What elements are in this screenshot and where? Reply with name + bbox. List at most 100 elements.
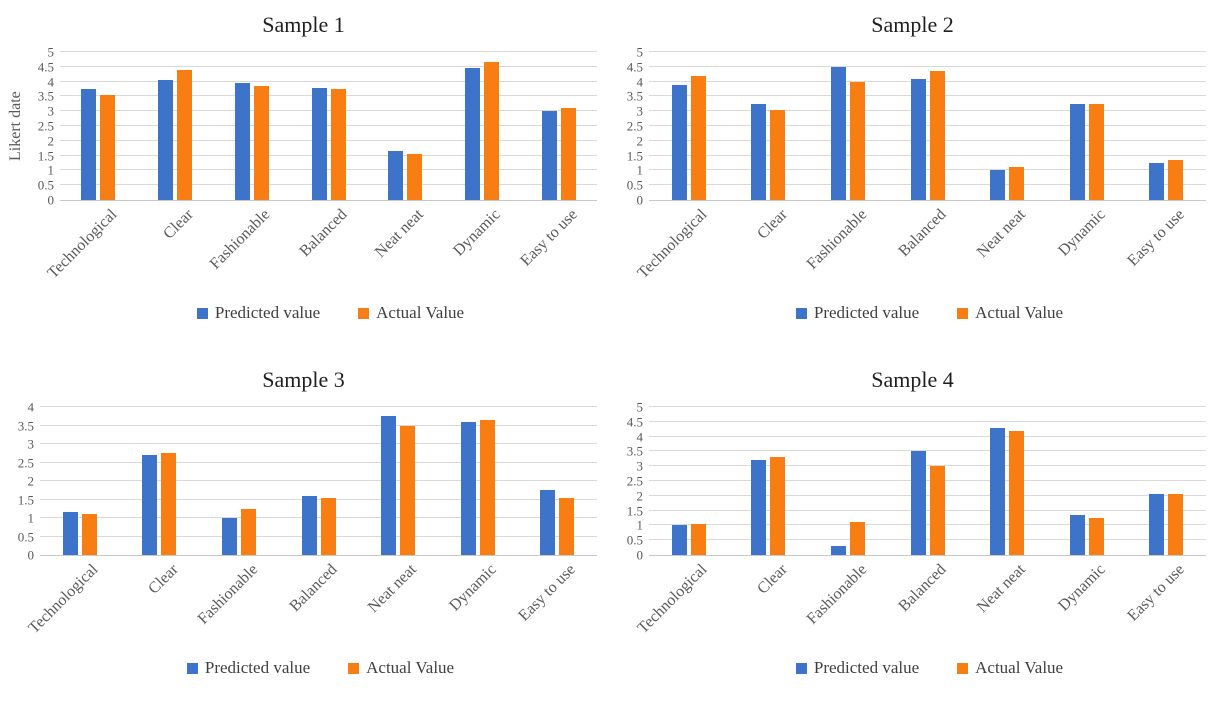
x-category-label: Technological — [44, 206, 121, 282]
predicted-bar — [381, 416, 397, 555]
x-category-label: Fashionable — [194, 561, 261, 628]
x-category-cell: Neat neat — [967, 556, 1047, 652]
x-category-label: Easy to use — [517, 206, 581, 270]
y-tick-label: 4.5 — [626, 414, 643, 430]
chart-panel-4: Sample 4 0 0.5 1 1.5 2 2.5 3 3.5 4 4.5 5 Technologic… — [609, 355, 1218, 710]
legend-label: Predicted value — [813, 303, 920, 322]
legend-label: Actual Value — [376, 303, 465, 322]
gridline — [649, 450, 1206, 452]
actual-bar — [483, 62, 499, 200]
bar-group — [1047, 52, 1127, 200]
y-tick-label: 5 — [636, 399, 644, 415]
plot-area — [649, 406, 1206, 556]
predicted-swatch-icon — [196, 307, 208, 319]
actual-bar — [1009, 430, 1025, 555]
x-category-label: Dynamic — [1055, 206, 1109, 260]
actual-bar — [320, 497, 336, 555]
bar-group — [120, 407, 200, 555]
predicted-bar — [1069, 515, 1085, 555]
bar-group — [137, 52, 214, 200]
actual-bar — [407, 154, 423, 200]
x-category-cell: Easy to use — [516, 556, 597, 652]
y-axis-ticks: 0 0.5 1 1.5 2 2.5 3 3.5 4 4.5 5 — [615, 46, 649, 207]
gridline — [649, 420, 1206, 422]
x-category-cell: Fashionable — [207, 201, 290, 297]
y-tick-label: 5 — [636, 44, 644, 60]
predicted-bar — [910, 451, 926, 555]
y-tick-label: 1.5 — [37, 148, 54, 164]
predicted-bar — [234, 83, 250, 200]
gridline — [40, 535, 597, 537]
gridline — [40, 461, 597, 463]
gridline — [649, 509, 1206, 511]
gridline — [649, 110, 1206, 112]
bar-group — [1126, 407, 1206, 555]
gridline — [649, 435, 1206, 437]
x-category-cell: Neat neat — [967, 201, 1047, 297]
gridline — [60, 125, 597, 126]
y-tick-label: 2 — [47, 133, 55, 149]
gridline — [649, 125, 1206, 126]
gridline — [649, 169, 1206, 171]
x-category-label: Balanced — [895, 206, 950, 261]
legend: Predicted value Actual Value — [649, 303, 1210, 323]
y-axis-ticks: 0 0.5 1 1.5 2 2.5 3 3.5 4 4.5 5 — [615, 401, 649, 562]
legend-label: Actual Value — [975, 303, 1064, 322]
y-tick-label: 2.5 — [37, 118, 54, 134]
gridline — [60, 51, 597, 52]
chart-title: Sample 2 — [871, 12, 954, 37]
y-tick-label: 3 — [636, 458, 644, 474]
bar-group — [444, 52, 521, 200]
gridline — [40, 424, 597, 426]
chart-title: Sample 1 — [262, 12, 345, 37]
gridline — [649, 480, 1206, 481]
predicted-swatch-icon — [795, 307, 807, 319]
gridline — [649, 184, 1206, 186]
gridline — [649, 406, 1206, 407]
predicted-bar — [301, 495, 317, 555]
x-category-cell: Technological — [26, 556, 120, 652]
actual-bar — [330, 89, 346, 200]
x-category-label: Easy to use — [1124, 206, 1189, 270]
x-category-cell: Fashionable — [194, 556, 279, 652]
actual-bar — [690, 523, 706, 555]
gridline — [649, 154, 1206, 156]
bar-group — [649, 407, 729, 555]
x-axis-labels: Technological Clear Fashionable Balanced Nea… — [26, 556, 597, 652]
actual-bar — [770, 457, 786, 555]
x-category-cell: Easy to use — [1125, 556, 1206, 652]
y-tick-label: 2.5 — [626, 473, 643, 489]
x-category-cell: Neat neat — [367, 201, 444, 297]
y-tick-label: 0.5 — [626, 177, 643, 193]
x-category-cell: Dynamic — [444, 201, 521, 297]
gridline — [60, 65, 597, 67]
chart-body: 0 0.5 1 1.5 2 2.5 3 3.5 4 4.5 5 Technological Clear F… — [615, 401, 1210, 678]
actual-bar — [1009, 167, 1025, 200]
y-tick-label: 3.5 — [626, 443, 643, 459]
y-tick-label: 1 — [636, 162, 644, 178]
actual-bar — [1088, 103, 1104, 200]
bar-group — [1126, 52, 1206, 200]
actual-bar — [100, 94, 116, 200]
gridline — [40, 443, 597, 444]
x-category-cell: Dynamic — [438, 556, 518, 652]
plot-column: Technological Clear Fashionable Balanced Nea… — [44, 51, 601, 323]
chart-panel-3: Sample 3 0 0.5 1 1.5 2 2.5 3 3.5 4 Technological Cl… — [0, 355, 609, 710]
x-category-cell: Balanced — [279, 556, 359, 652]
predicted-swatch-icon — [795, 662, 807, 674]
actual-swatch-icon — [957, 662, 969, 674]
gridline — [649, 465, 1206, 467]
y-tick-label: 0 — [636, 192, 644, 208]
predicted-bar — [751, 460, 767, 555]
actual-bar — [400, 425, 416, 555]
chart-title: Sample 3 — [262, 367, 345, 392]
bar-group — [808, 407, 888, 555]
x-category-label: Technological — [634, 206, 711, 282]
bars-layer — [40, 407, 597, 555]
x-axis-labels: Technological Clear Fashionable Balanced Nea… — [44, 201, 597, 297]
gridline — [60, 184, 597, 186]
x-category-cell: Dynamic — [1047, 201, 1127, 297]
gridline — [60, 169, 597, 171]
plot-area — [40, 406, 597, 556]
predicted-bar — [990, 427, 1006, 555]
